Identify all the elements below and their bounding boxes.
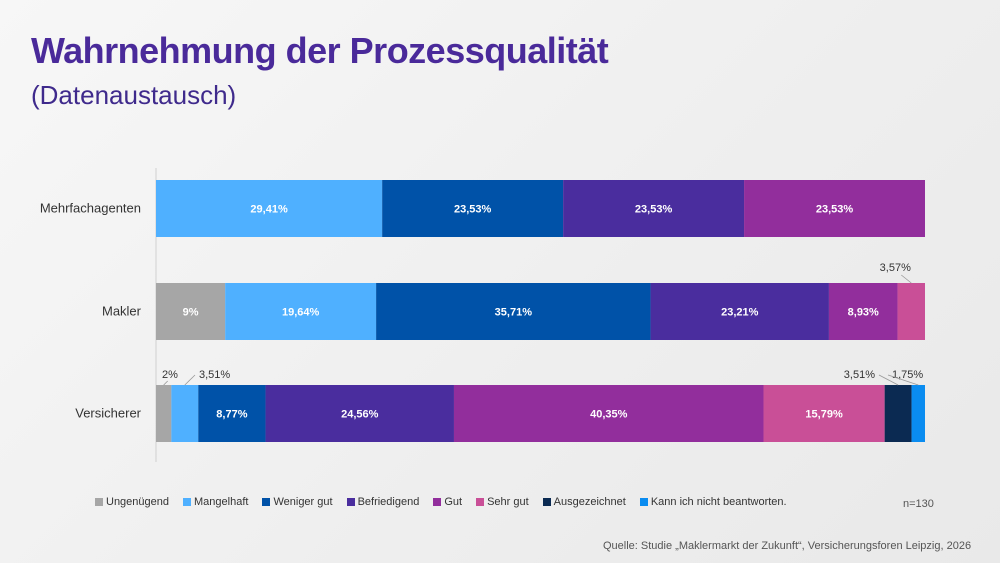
bar-segment [376, 283, 651, 340]
legend-item: Kann ich nicht beantworten. [639, 496, 787, 508]
data-label-outside: 3,51% [844, 369, 875, 381]
legend-swatch [346, 498, 355, 506]
bar-segment [453, 385, 764, 442]
bar-segment [171, 385, 199, 442]
chart-subtitle: (Datenaustausch) [31, 80, 237, 110]
data-label: 40,35% [590, 409, 628, 421]
bar-segment [828, 283, 898, 340]
data-label: 19,64% [282, 307, 320, 319]
data-label: 23,53% [454, 204, 492, 216]
data-label: 23,53% [816, 204, 854, 216]
legend-item: Gut [433, 496, 462, 508]
data-label: 35,71% [495, 307, 533, 319]
category-label: Mehrfachagenten [40, 201, 141, 216]
legend-item: Ausgezeichnet [542, 496, 626, 508]
data-label: 8,93% [848, 307, 879, 319]
data-label: 23,53% [635, 204, 673, 216]
bar-segment [650, 283, 829, 340]
legend-item: Sehr gut [476, 496, 529, 508]
legend-item: Mangelhaft [183, 496, 248, 508]
legend-swatch [639, 498, 648, 506]
bar-segment [763, 385, 885, 442]
data-label: 24,56% [341, 409, 379, 421]
bar-segment [911, 385, 925, 442]
legend-item: Befriedigend [346, 496, 420, 508]
category-label: Makler [102, 304, 142, 319]
legend-label: Ungenügend [106, 496, 170, 508]
data-label: 23,21% [721, 307, 759, 319]
data-label-outside: 3,57% [880, 262, 911, 274]
source-note: Quelle: Studie „Maklermarkt der Zukunft“… [603, 540, 972, 552]
bar-segment [884, 385, 912, 442]
leader-line [163, 380, 168, 386]
legend-swatch [433, 498, 442, 506]
legend-label: Befriedigend [357, 496, 420, 508]
sample-size-note: n=130 [903, 498, 934, 510]
leader-line [887, 374, 919, 386]
legend-label: Ausgezeichnet [553, 496, 626, 508]
bar-segment [156, 385, 172, 442]
legend-swatch [262, 498, 271, 506]
data-label-outside: 1,75% [892, 369, 923, 381]
legend-swatch [476, 498, 485, 506]
legend-item: Ungenügend [95, 496, 169, 508]
chart-title: Wahrnehmung der Prozessqualität [31, 30, 609, 71]
legend-label: Kann ich nicht beantworten. [650, 496, 787, 508]
bar-segment [156, 180, 383, 237]
bar-segment [744, 180, 925, 237]
legend-label: Sehr gut [487, 496, 529, 508]
data-label-outside: 2% [162, 369, 178, 381]
bar-segment [198, 385, 266, 442]
category-label: Versicherer [75, 406, 141, 421]
data-label: 9% [183, 307, 199, 319]
leader-line [878, 374, 899, 386]
chart-legend: Ungenügend Mangelhaft Weniger gut Befriedig… [95, 496, 787, 508]
bar-segment [382, 180, 564, 237]
legend-swatch [542, 498, 551, 506]
bar-segment [897, 283, 925, 340]
data-label-outside: 3,51% [199, 369, 230, 381]
legend-label: Weniger gut [273, 496, 333, 508]
stacked-bar-chart: Mehrfachagenten 29,41% 23,53% 23,53% 23,53% M… [40, 168, 925, 462]
bar-segment [563, 180, 745, 237]
bar-segment [225, 283, 377, 340]
legend-label: Mangelhaft [194, 496, 249, 508]
legend-label: Gut [444, 496, 463, 508]
legend-swatch [95, 498, 103, 506]
data-label: 8,77% [216, 409, 247, 421]
legend-swatch [183, 498, 192, 506]
bar-segment [265, 385, 454, 442]
leader-line [901, 274, 912, 284]
data-label: 15,79% [805, 409, 843, 421]
data-label: 29,41% [250, 204, 288, 216]
leader-line [184, 374, 196, 386]
bar-segment [156, 283, 226, 340]
legend-item: Weniger gut [262, 496, 333, 508]
